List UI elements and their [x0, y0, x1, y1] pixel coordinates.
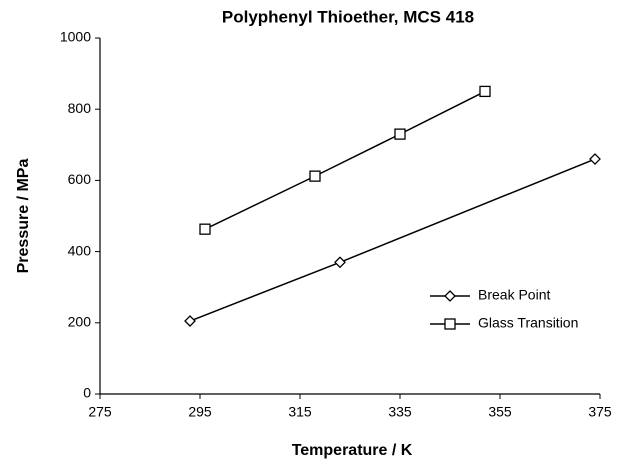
marker	[334, 256, 346, 269]
x-tick-label: 375	[588, 404, 612, 420]
x-axis-label: Temperature / K	[292, 442, 413, 459]
y-tick-label: 0	[83, 385, 91, 401]
marker	[589, 153, 601, 165]
marker	[199, 223, 211, 235]
y-tick-label: 200	[68, 314, 92, 330]
x-tick-label: 355	[488, 404, 512, 420]
marker	[184, 315, 196, 327]
y-tick-label: 800	[68, 100, 92, 116]
series-line	[204, 90, 486, 230]
marker	[309, 170, 321, 182]
marker	[444, 318, 456, 330]
x-tick-label: 275	[88, 404, 112, 420]
marker	[444, 290, 456, 302]
y-tick-label: 400	[68, 242, 92, 258]
chart-title: Polyphenyl Thioether, MCS 418	[222, 7, 474, 26]
marker	[479, 85, 491, 98]
legend-label: Glass Transition	[478, 315, 578, 331]
y-axis-label: Pressure / MPa	[15, 159, 32, 274]
marker	[394, 128, 406, 140]
y-tick-label: 600	[68, 171, 92, 187]
x-tick-label: 335	[388, 404, 412, 420]
legend-label: Break Point	[478, 287, 550, 303]
x-tick-label: 315	[288, 404, 312, 420]
y-tick-label: 1000	[60, 29, 91, 45]
x-tick-label: 295	[188, 404, 212, 420]
